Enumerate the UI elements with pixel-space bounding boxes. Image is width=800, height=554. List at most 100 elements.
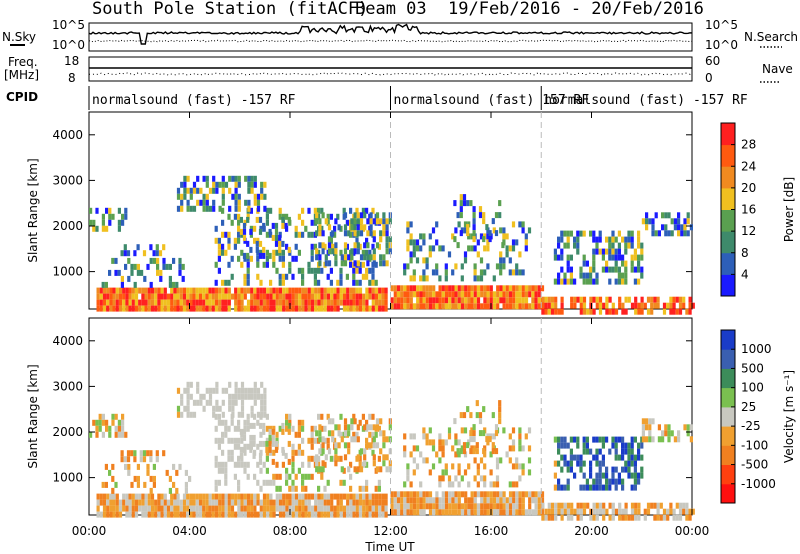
data-cell (473, 245, 477, 252)
data-cell (317, 505, 321, 512)
data-cell (438, 245, 442, 252)
data-cell (633, 436, 637, 443)
data-cell (664, 212, 668, 219)
data-cell (438, 481, 442, 488)
data-cell (621, 278, 625, 285)
data-cell (314, 299, 318, 306)
data-cell (163, 287, 167, 294)
data-cell (268, 440, 272, 447)
data-cell (472, 230, 476, 237)
data-cell (492, 227, 496, 234)
data-cell (326, 273, 330, 280)
data-cell (641, 418, 645, 425)
data-cell (120, 456, 124, 463)
data-cell (645, 218, 649, 225)
data-cell (518, 221, 522, 228)
data-cell (243, 443, 247, 450)
data-cell (528, 497, 532, 504)
data-cell (282, 493, 286, 500)
data-cell (334, 248, 338, 255)
data-cell (301, 287, 305, 294)
data-cell (227, 449, 231, 456)
data-cell (224, 431, 228, 438)
data-cell (120, 450, 124, 457)
data-cell (240, 393, 245, 400)
data-cell (263, 181, 267, 188)
data-cell (240, 461, 244, 468)
data-cell (576, 442, 580, 449)
data-cell (109, 511, 113, 518)
data-cell (518, 439, 522, 446)
data-cell (611, 442, 615, 449)
data-cell (502, 257, 506, 264)
data-cell (121, 219, 125, 226)
data-cell (104, 281, 108, 288)
data-cell (419, 275, 423, 282)
data-cell (563, 230, 567, 237)
data-cell (528, 509, 532, 516)
data-cell (227, 261, 231, 268)
data-cell (130, 450, 134, 457)
data-cell (518, 251, 522, 258)
data-cell (343, 242, 348, 249)
data-cell (438, 303, 442, 310)
data-cell (218, 499, 222, 506)
data-cell (499, 491, 503, 498)
colorbar-segment (721, 445, 735, 465)
data-cell (444, 497, 449, 504)
data-cell (237, 505, 241, 512)
data-cell (438, 457, 442, 464)
data-cell (230, 293, 235, 300)
data-cell (274, 222, 279, 229)
data-cell (278, 231, 282, 238)
data-cell (326, 505, 331, 512)
data-cell (466, 230, 470, 237)
data-cell (221, 193, 225, 200)
data-cell (502, 503, 506, 510)
data-cell (192, 511, 196, 518)
data-cell (326, 499, 331, 506)
data-cell (459, 206, 463, 213)
data-cell (483, 285, 487, 292)
data-cell (630, 254, 634, 261)
data-cell (624, 278, 628, 285)
data-cell (118, 505, 123, 512)
data-cell (318, 224, 322, 231)
data-cell (508, 445, 512, 452)
data-cell (327, 430, 332, 437)
colorbar-tick-label: 25 (741, 400, 756, 414)
data-cell (409, 251, 413, 258)
data-cell (540, 509, 545, 516)
data-cell (139, 450, 143, 457)
data-cell (472, 236, 476, 243)
data-cell (131, 511, 135, 518)
data-cell (645, 418, 649, 425)
data-cell (146, 469, 150, 476)
data-cell (479, 457, 484, 464)
data-cell (611, 478, 615, 485)
data-cell (444, 439, 448, 446)
data-cell (630, 230, 634, 237)
data-cell (617, 230, 621, 237)
data-cell (637, 478, 641, 485)
data-cell (544, 514, 548, 521)
data-cell (547, 514, 551, 521)
data-cell (460, 275, 464, 282)
data-cell (246, 419, 250, 426)
data-cell (278, 425, 282, 432)
data-cell (353, 418, 357, 425)
data-cell (260, 405, 264, 412)
data-cell (285, 273, 289, 280)
data-cell (621, 260, 625, 267)
data-cell (243, 293, 247, 300)
data-cell (669, 502, 673, 509)
data-cell (288, 493, 292, 500)
data-cell (576, 436, 580, 443)
data-cell (585, 436, 589, 443)
data-cell (205, 181, 209, 188)
data-cell (215, 399, 219, 406)
data-cell (527, 469, 532, 476)
data-cell (297, 419, 301, 426)
data-cell (154, 499, 158, 506)
data-cell (117, 425, 121, 432)
